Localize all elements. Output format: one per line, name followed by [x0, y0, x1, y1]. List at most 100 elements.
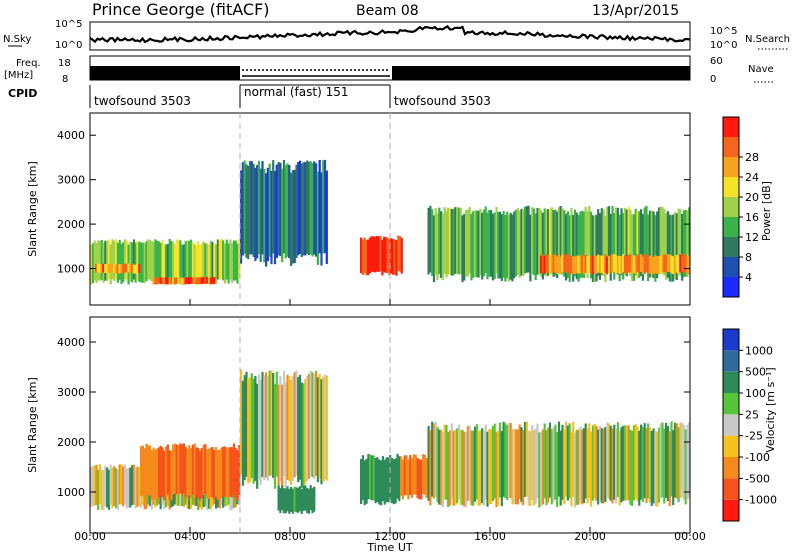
heatmap-cell	[284, 488, 287, 514]
heatmap-cell	[396, 453, 399, 499]
heatmap-cell	[588, 206, 591, 273]
heatmap-cell	[491, 426, 494, 501]
heatmap-cell	[529, 214, 532, 282]
heatmap-cell	[152, 277, 155, 285]
heatmap-cell	[598, 213, 602, 280]
heatmap-cell	[368, 237, 372, 274]
heatmap-cell	[175, 277, 178, 285]
heatmap-cell	[191, 242, 194, 283]
heatmap-cell	[182, 244, 186, 285]
freq-tick-high: 18	[58, 58, 71, 69]
heatmap-cell	[686, 256, 689, 275]
heatmap-cell	[241, 162, 244, 256]
heatmap-cell	[323, 159, 327, 254]
heatmap-cell	[379, 235, 382, 272]
heatmap-cell	[473, 426, 477, 502]
heatmap-cell	[684, 429, 687, 505]
heatmap-cell	[315, 163, 318, 257]
heatmap-cell	[538, 432, 541, 508]
heatmap-cell	[465, 432, 468, 508]
heatmap-cell	[656, 431, 659, 507]
heatmap-cell	[461, 215, 464, 283]
heatmap-cell	[232, 443, 236, 494]
heatmap-cell	[165, 277, 168, 284]
date-label: 13/Apr/2015	[592, 3, 679, 19]
heatmap-cell	[113, 241, 116, 281]
heatmap-cell	[172, 444, 175, 495]
heatmap-cell	[138, 264, 141, 273]
heatmap-cell	[566, 211, 569, 278]
heatmap-cell	[470, 213, 473, 281]
heatmap-cell	[254, 167, 257, 262]
heatmap-cell	[284, 382, 287, 488]
y-tick-label: 4000	[57, 336, 85, 349]
heatmap-cell	[148, 445, 152, 496]
heatmap-cell	[670, 255, 673, 274]
heatmap-cell	[270, 170, 273, 265]
heatmap-cell	[181, 444, 184, 495]
heatmap-cell	[600, 428, 603, 504]
heatmap-cell	[163, 450, 166, 501]
heatmap-cell	[200, 243, 203, 284]
velocity-yaxis: 1000 2000 3000 4000	[57, 336, 690, 499]
heatmap-cell	[507, 423, 511, 499]
freq-label: Freq.	[16, 58, 41, 69]
heatmap-cell	[298, 160, 302, 254]
heatmap-cell	[295, 370, 298, 476]
heatmap-cell	[320, 172, 323, 266]
heatmap-cell	[381, 239, 384, 276]
heatmap-cell	[447, 207, 450, 275]
heatmap-cell	[647, 214, 650, 282]
heatmap-cell	[468, 207, 471, 274]
heatmap-cell	[383, 459, 386, 505]
heatmap-cell	[215, 244, 218, 285]
heatmap-cell	[440, 430, 443, 506]
heatmap-cell	[611, 254, 614, 273]
heatmap-cell	[482, 209, 486, 277]
heatmap-cell	[456, 207, 459, 274]
heatmap-cell	[554, 209, 557, 277]
nsky-tick-low: 10^0	[55, 40, 82, 51]
heatmap-cell	[531, 425, 534, 501]
y-tick-label: 1000	[57, 486, 85, 499]
heatmap-cell	[563, 210, 566, 277]
heatmap-cell	[577, 255, 580, 274]
heatmap-cell	[106, 467, 109, 508]
heatmap-cell	[374, 458, 377, 504]
heatmap-cell	[568, 256, 571, 275]
heatmap-cell	[143, 448, 146, 499]
heatmap-cell	[116, 264, 119, 274]
heatmap-cell	[297, 377, 300, 483]
heatmap-cell	[566, 425, 569, 501]
heatmap-cell	[588, 255, 591, 274]
heatmap-cell	[659, 256, 662, 275]
heatmap-cell	[427, 207, 430, 275]
heatmap-cell	[193, 277, 196, 285]
heatmap-cell	[97, 469, 100, 510]
heatmap-cell	[672, 430, 675, 506]
heatmap-cell	[295, 487, 298, 513]
heatmap-cell	[597, 429, 600, 505]
heatmap-cell	[95, 263, 98, 273]
heatmap-cell	[545, 430, 548, 506]
velocity-colorbar-tick: 25	[745, 408, 759, 421]
heatmap-cell	[306, 160, 309, 254]
heatmap-cell	[107, 469, 111, 510]
power-colorbar-swatch	[723, 217, 739, 237]
heatmap-cell	[547, 209, 550, 276]
heatmap-cell	[175, 239, 178, 280]
heatmap-cell	[240, 170, 243, 264]
velocity-panel: 1000 2000 3000 4000 Slant Range [km]	[26, 316, 691, 534]
velocity-colorbar-swatch	[723, 393, 739, 415]
heatmap-cell	[111, 468, 114, 508]
heatmap-cell	[641, 427, 644, 502]
heatmap-cell	[372, 455, 375, 501]
heatmap-cell	[240, 369, 243, 475]
heatmap-cell	[640, 424, 643, 500]
heatmap-cell	[279, 488, 282, 514]
heatmap-cell	[654, 431, 657, 506]
heatmap-cell	[577, 215, 580, 282]
heatmap-cell	[572, 422, 575, 497]
heatmap-cell	[586, 256, 589, 274]
velocity-colorbar: Velocity [m s⁻¹] -1000 -500 -100 -25 25 100 50…	[722, 328, 777, 522]
